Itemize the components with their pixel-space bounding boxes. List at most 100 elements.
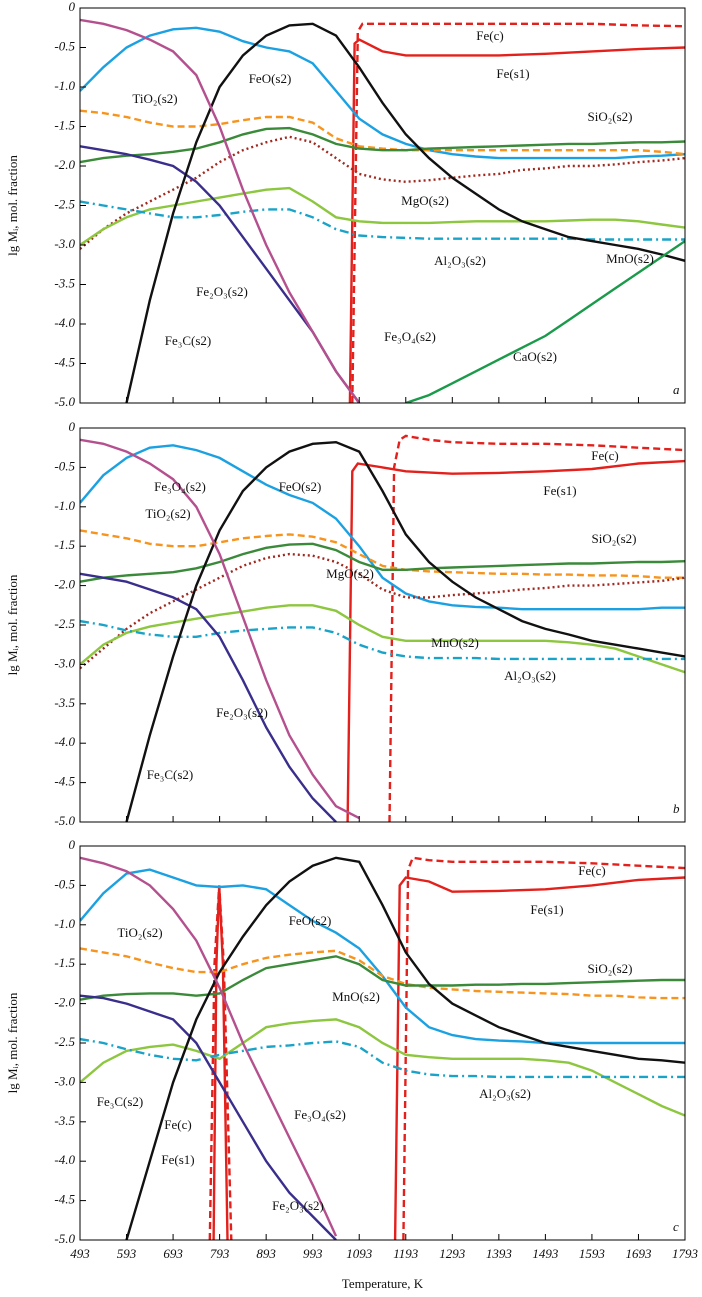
y-tick-label: -4.0 bbox=[54, 315, 75, 330]
x-tick-label: 1293 bbox=[439, 1246, 466, 1261]
x-tick-label: 1793 bbox=[672, 1246, 699, 1261]
plot-frame bbox=[79, 427, 686, 823]
series-label: Fe(s1) bbox=[496, 66, 529, 81]
plot-area bbox=[80, 18, 685, 403]
series-label: MgO(s2) bbox=[326, 566, 374, 581]
y-tick-label: -1.5 bbox=[54, 117, 75, 132]
series-line bbox=[80, 994, 337, 1240]
y-tick-label: -5.0 bbox=[54, 394, 75, 409]
x-tick-label: 993 bbox=[303, 1246, 323, 1261]
y-tick-label: -3.5 bbox=[54, 275, 75, 290]
series-line bbox=[125, 856, 685, 1240]
series-line bbox=[80, 955, 685, 1001]
y-tick-label: -4.0 bbox=[54, 734, 75, 749]
x-tick-label: 1693 bbox=[625, 1246, 652, 1261]
series-line bbox=[388, 434, 685, 822]
x-tick-label: 893 bbox=[256, 1246, 276, 1261]
series-line bbox=[80, 572, 337, 822]
series-label: MnO(s2) bbox=[606, 251, 654, 266]
series-label: Fe₂O₃(s2) bbox=[272, 1198, 324, 1213]
series-label: FeO(s2) bbox=[279, 479, 322, 494]
y-tick-label: -3.5 bbox=[54, 695, 75, 710]
y-tick-label: -2.5 bbox=[54, 616, 75, 631]
plot-frame bbox=[79, 7, 686, 404]
series-label: MnO(s2) bbox=[332, 989, 380, 1004]
panel-label: c bbox=[673, 1219, 679, 1234]
x-tick-label: 1593 bbox=[579, 1246, 606, 1261]
series-line bbox=[80, 109, 685, 156]
y-tick-label: -0.5 bbox=[54, 876, 75, 891]
series-line bbox=[80, 200, 685, 241]
series-label: Fe(c) bbox=[164, 1117, 191, 1132]
y-tick-label: -3.5 bbox=[54, 1113, 75, 1128]
series-label: Fe(s1) bbox=[161, 1152, 194, 1167]
series-line bbox=[80, 542, 685, 583]
y-tick-label: 0 bbox=[69, 419, 76, 434]
y-tick-label: -1.5 bbox=[54, 537, 75, 552]
series-line bbox=[405, 240, 685, 403]
y-tick-label: 0 bbox=[69, 837, 76, 852]
y-tick-label: -5.0 bbox=[54, 813, 75, 828]
series-label: Fe₃O₄(s2) bbox=[384, 329, 436, 344]
y-axis-label: lg Mᵢ, mol. fraction bbox=[5, 574, 20, 675]
series-label: Fe(s1) bbox=[543, 483, 576, 498]
panel-label: b bbox=[673, 801, 680, 816]
series-label: Al₂O₃(s2) bbox=[434, 253, 486, 268]
series-label: Fe₃C(s2) bbox=[165, 333, 211, 348]
series-line bbox=[80, 135, 685, 250]
series-line bbox=[80, 947, 685, 1000]
y-tick-label: -2.5 bbox=[54, 196, 75, 211]
series-line bbox=[348, 38, 685, 403]
series-label: Al₂O₃(s2) bbox=[504, 668, 556, 683]
series-label: FeO(s2) bbox=[249, 71, 292, 86]
x-tick-label: 693 bbox=[163, 1246, 183, 1261]
x-tick-label: 493 bbox=[70, 1246, 90, 1261]
series-line bbox=[80, 856, 338, 1237]
y-tick-label: -5.0 bbox=[54, 1231, 75, 1246]
plot-frame bbox=[79, 845, 686, 1241]
y-tick-label: -0.5 bbox=[54, 458, 75, 473]
plot-area bbox=[80, 856, 685, 1240]
series-label: Fe₂O₃(s2) bbox=[216, 705, 268, 720]
series-line bbox=[80, 444, 685, 611]
x-axis-label: Temperature, K bbox=[342, 1276, 424, 1291]
series-line bbox=[80, 186, 685, 246]
series-line bbox=[80, 1018, 685, 1117]
series-label: Fe₃O₄(s2) bbox=[154, 479, 206, 494]
series-label: SiO₂(s2) bbox=[588, 109, 633, 124]
y-tick-label: -3.0 bbox=[54, 236, 75, 251]
series-line bbox=[125, 22, 685, 403]
y-tick-label: -2.0 bbox=[54, 995, 75, 1010]
panel-label: a bbox=[673, 382, 680, 397]
series-label: Fe(c) bbox=[578, 863, 605, 878]
series-label: Fe₂O₃(s2) bbox=[196, 284, 248, 299]
y-tick-label: -2.5 bbox=[54, 1034, 75, 1049]
series-label: Fe₃O₄(s2) bbox=[294, 1107, 346, 1122]
series-label: TiO₂(s2) bbox=[145, 506, 190, 521]
y-tick-label: -4.5 bbox=[54, 1192, 75, 1207]
series-label: SiO₂(s2) bbox=[588, 961, 633, 976]
series-label: FeO(s2) bbox=[289, 913, 332, 928]
y-tick-label: -2.0 bbox=[54, 157, 75, 172]
series-label: Al₂O₃(s2) bbox=[479, 1086, 531, 1101]
series-label: Fe(c) bbox=[476, 28, 503, 43]
x-tick-label: 1093 bbox=[346, 1246, 373, 1261]
series-line bbox=[80, 552, 685, 670]
series-line bbox=[80, 604, 685, 674]
series-label: MnO(s2) bbox=[431, 635, 479, 650]
x-tick-label: 1493 bbox=[532, 1246, 559, 1261]
y-tick-label: 0 bbox=[69, 0, 76, 14]
series-label: Fe₃C(s2) bbox=[147, 767, 193, 782]
series-line bbox=[80, 619, 685, 661]
series-line bbox=[80, 26, 685, 160]
series-line bbox=[125, 440, 685, 822]
x-tick-label: 593 bbox=[117, 1246, 137, 1261]
y-tick-label: -3.0 bbox=[54, 655, 75, 670]
series-line bbox=[80, 868, 685, 1045]
y-tick-label: -1.5 bbox=[54, 955, 75, 970]
series-line bbox=[351, 22, 685, 403]
series-label: Fe(s1) bbox=[530, 902, 563, 917]
y-axis-label: lg Mᵢ, mol. fraction bbox=[5, 155, 20, 256]
series-line bbox=[80, 438, 360, 820]
